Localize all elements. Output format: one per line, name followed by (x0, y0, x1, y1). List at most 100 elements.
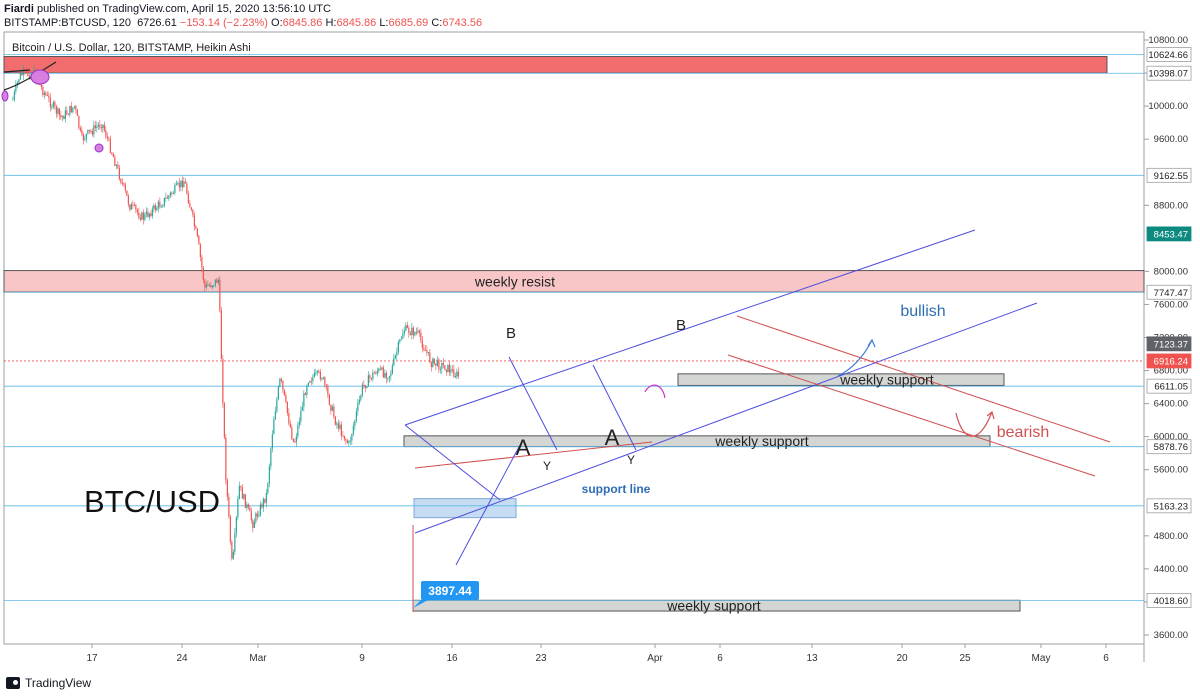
high-label: H: (325, 17, 337, 29)
candle-body-112 (180, 180, 182, 188)
candle-body-213 (331, 406, 333, 411)
candle-body-251 (388, 376, 390, 379)
candle-body-141 (223, 403, 225, 438)
candle-body-90 (147, 211, 149, 217)
candle-body-269 (415, 332, 417, 334)
chart-watermark: BTC/USD (84, 484, 220, 519)
candle-body-94 (153, 205, 155, 209)
candle-body-236 (366, 386, 368, 389)
y-tick-label-3: 9600.00 (1154, 134, 1188, 145)
candle-body-218 (339, 424, 341, 429)
y-tick-label-10: 6000.00 (1154, 432, 1188, 443)
candle-body-82 (135, 205, 137, 210)
candle-body-115 (184, 181, 186, 184)
candle-body-271 (418, 330, 420, 333)
chart[interactable]: weekly resist weekly support weekly suppor… (0, 30, 1200, 670)
candle-body-70 (117, 164, 119, 168)
channel-upper-line (404, 229, 976, 426)
candle-body-91 (148, 213, 150, 217)
close-value: 6743.56 (442, 17, 483, 29)
x-tick-label-7: 6 (717, 653, 723, 664)
candle-body-206 (321, 378, 323, 380)
price-label-box-3 (1146, 226, 1192, 242)
candle-body-175 (274, 411, 276, 420)
brand-name[interactable]: TradingView (25, 676, 92, 690)
close-label: C: (431, 17, 443, 29)
symbol: BITSTAMP:BTCUSD, 120 (4, 17, 131, 29)
candle-body-192 (300, 410, 302, 422)
candle-body-45 (79, 128, 81, 131)
candle-body-198 (309, 381, 311, 383)
candle-body-173 (271, 434, 273, 449)
candle-body-279 (430, 362, 432, 367)
annotation-1: B (676, 317, 686, 334)
publish-text: published on TradingView.com, April 15, … (37, 3, 331, 15)
candle-body-243 (376, 371, 378, 374)
candle-body-39 (70, 105, 72, 113)
candle-body-159 (250, 511, 252, 521)
candle-body-85 (139, 217, 141, 220)
candle-body-283 (436, 359, 438, 366)
candle-body-208 (324, 377, 326, 386)
candle-body-168 (264, 498, 266, 503)
candle-body-259 (400, 338, 402, 340)
candle-body-199 (310, 381, 312, 383)
candle-body-161 (253, 521, 255, 528)
candle-body-140 (222, 358, 224, 404)
candle-body-60 (102, 124, 104, 129)
y-tick-label-2: 10000.00 (1148, 101, 1188, 112)
candle-body-127 (202, 267, 204, 280)
top-arrow-path (3, 61, 57, 91)
candle-body-205 (319, 371, 321, 380)
candle-body-32 (60, 114, 62, 118)
candle-body-220 (342, 435, 344, 437)
candle-body-64 (108, 138, 110, 140)
candle-body-154 (243, 494, 245, 499)
candle-body-230 (357, 402, 359, 412)
candle-body-151 (238, 485, 240, 500)
candle-body-245 (379, 368, 381, 370)
x-tick-label-3: 9 (359, 653, 365, 664)
candle-body-266 (411, 327, 413, 336)
candle-body-105 (169, 192, 171, 196)
zone-0 (3, 56, 1108, 74)
candle-body-196 (306, 385, 308, 395)
y-tick-label-8: 6800.00 (1154, 366, 1188, 377)
candle-body-22 (45, 92, 47, 96)
candle-body-296 (456, 371, 458, 377)
candle-body-34 (63, 116, 65, 120)
candle-body-40 (72, 107, 74, 113)
price-label-box-10 (1146, 593, 1192, 608)
price-label-box-4 (1146, 284, 1192, 300)
candle-body-106 (171, 192, 173, 194)
candle-body-263 (406, 325, 408, 328)
candle-body-290 (447, 364, 449, 372)
candle-body-186 (291, 427, 293, 439)
candle-body-41 (73, 106, 75, 108)
x-tick-label-1: 24 (176, 653, 188, 664)
candle-body-102 (165, 197, 167, 199)
footer: TradingView (6, 676, 91, 690)
candle-body-48 (84, 138, 86, 141)
candle-body-190 (297, 424, 299, 437)
candle-body-200 (312, 376, 314, 382)
candle-body-2 (15, 84, 17, 92)
candle-body-180 (282, 380, 284, 390)
candle-body-25 (49, 98, 51, 108)
bear-channel-lower-line (727, 354, 1096, 477)
candle-body-254 (393, 357, 395, 366)
candle-body-216 (336, 423, 338, 425)
candle-body-166 (261, 504, 263, 508)
candle-body-55 (94, 125, 96, 128)
candle-body-44 (78, 115, 80, 129)
candles-layer (12, 65, 459, 561)
candle-body-121 (193, 214, 195, 227)
zone-label-2: weekly support (839, 372, 933, 388)
candle-body-65 (109, 138, 111, 153)
candle-body-211 (328, 394, 330, 405)
text-layer: weekly resist weekly support weekly suppor… (12, 42, 1049, 614)
candle-body-120 (192, 209, 194, 215)
x-tick-label-0: 17 (86, 653, 98, 664)
candle-body-260 (402, 333, 404, 339)
candle-body-76 (126, 190, 128, 196)
